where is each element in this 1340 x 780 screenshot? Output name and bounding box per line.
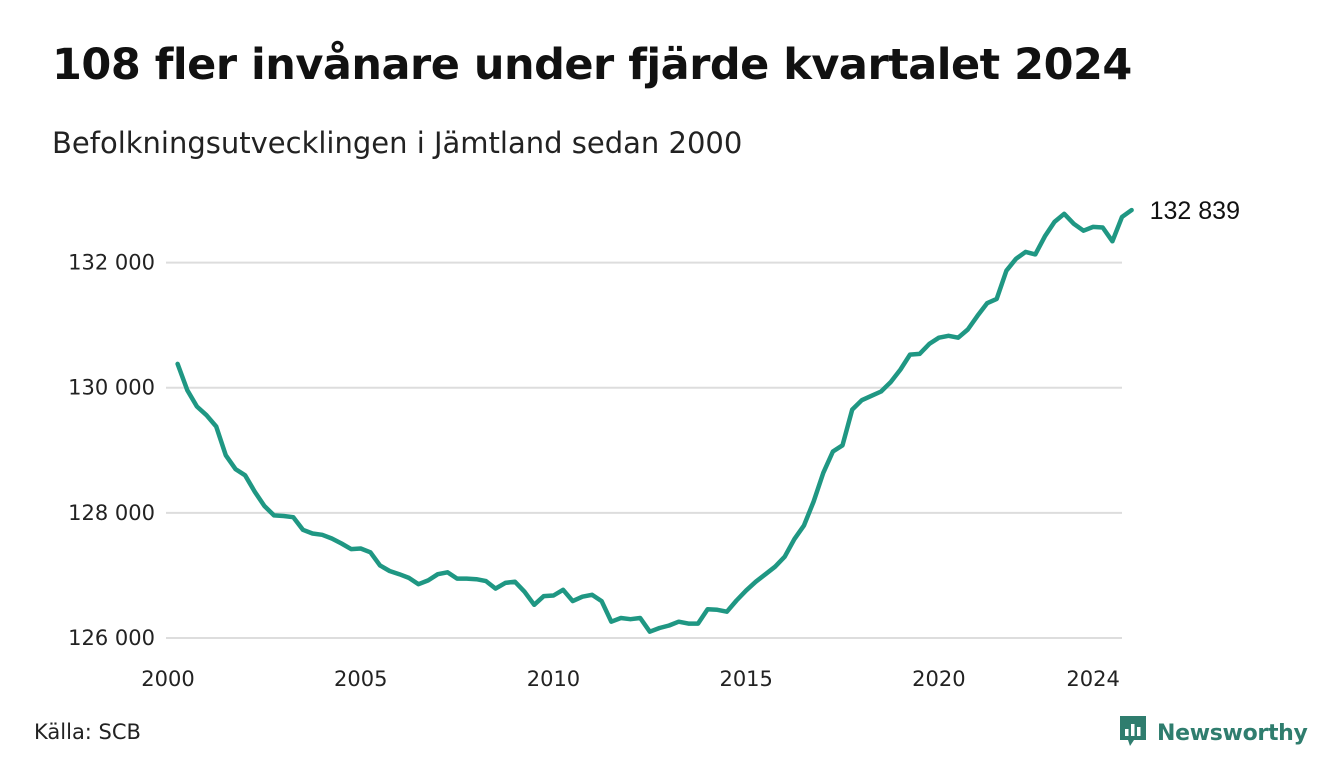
- y-tick-label: 126 000: [68, 626, 155, 650]
- bar-chart-speech-icon: [1118, 714, 1148, 752]
- x-tick-label: 2005: [334, 667, 387, 691]
- brand-name: Newsworthy: [1157, 720, 1308, 746]
- y-axis-ticks: 126 000 128 000 130 000 132 000: [68, 251, 155, 650]
- x-tick-label: 2010: [527, 667, 580, 691]
- x-tick-label: 2015: [719, 667, 772, 691]
- x-axis-ticks: 2000 2005 2010 2015 2020 2024: [141, 667, 1120, 691]
- source-note: Källa: SCB: [34, 720, 141, 744]
- end-value-label: 132 839: [1150, 197, 1240, 225]
- brand-logo: Newsworthy: [1118, 714, 1308, 752]
- x-tick-label: 2000: [141, 667, 194, 691]
- y-tick-label: 128 000: [68, 501, 155, 525]
- series-group: [175, 207, 1134, 634]
- population-line: [175, 207, 1134, 634]
- y-tick-label: 132 000: [68, 251, 155, 275]
- grid-lines: [166, 261, 1122, 639]
- x-tick-label: 2020: [912, 667, 965, 691]
- chart-subtitle: Befolkningsutvecklingen i Jämtland sedan…: [52, 126, 743, 160]
- y-tick-label: 130 000: [68, 376, 155, 400]
- chart-title: 108 fler invånare under fjärde kvartalet…: [52, 40, 1132, 90]
- x-tick-label: 2024: [1066, 667, 1119, 691]
